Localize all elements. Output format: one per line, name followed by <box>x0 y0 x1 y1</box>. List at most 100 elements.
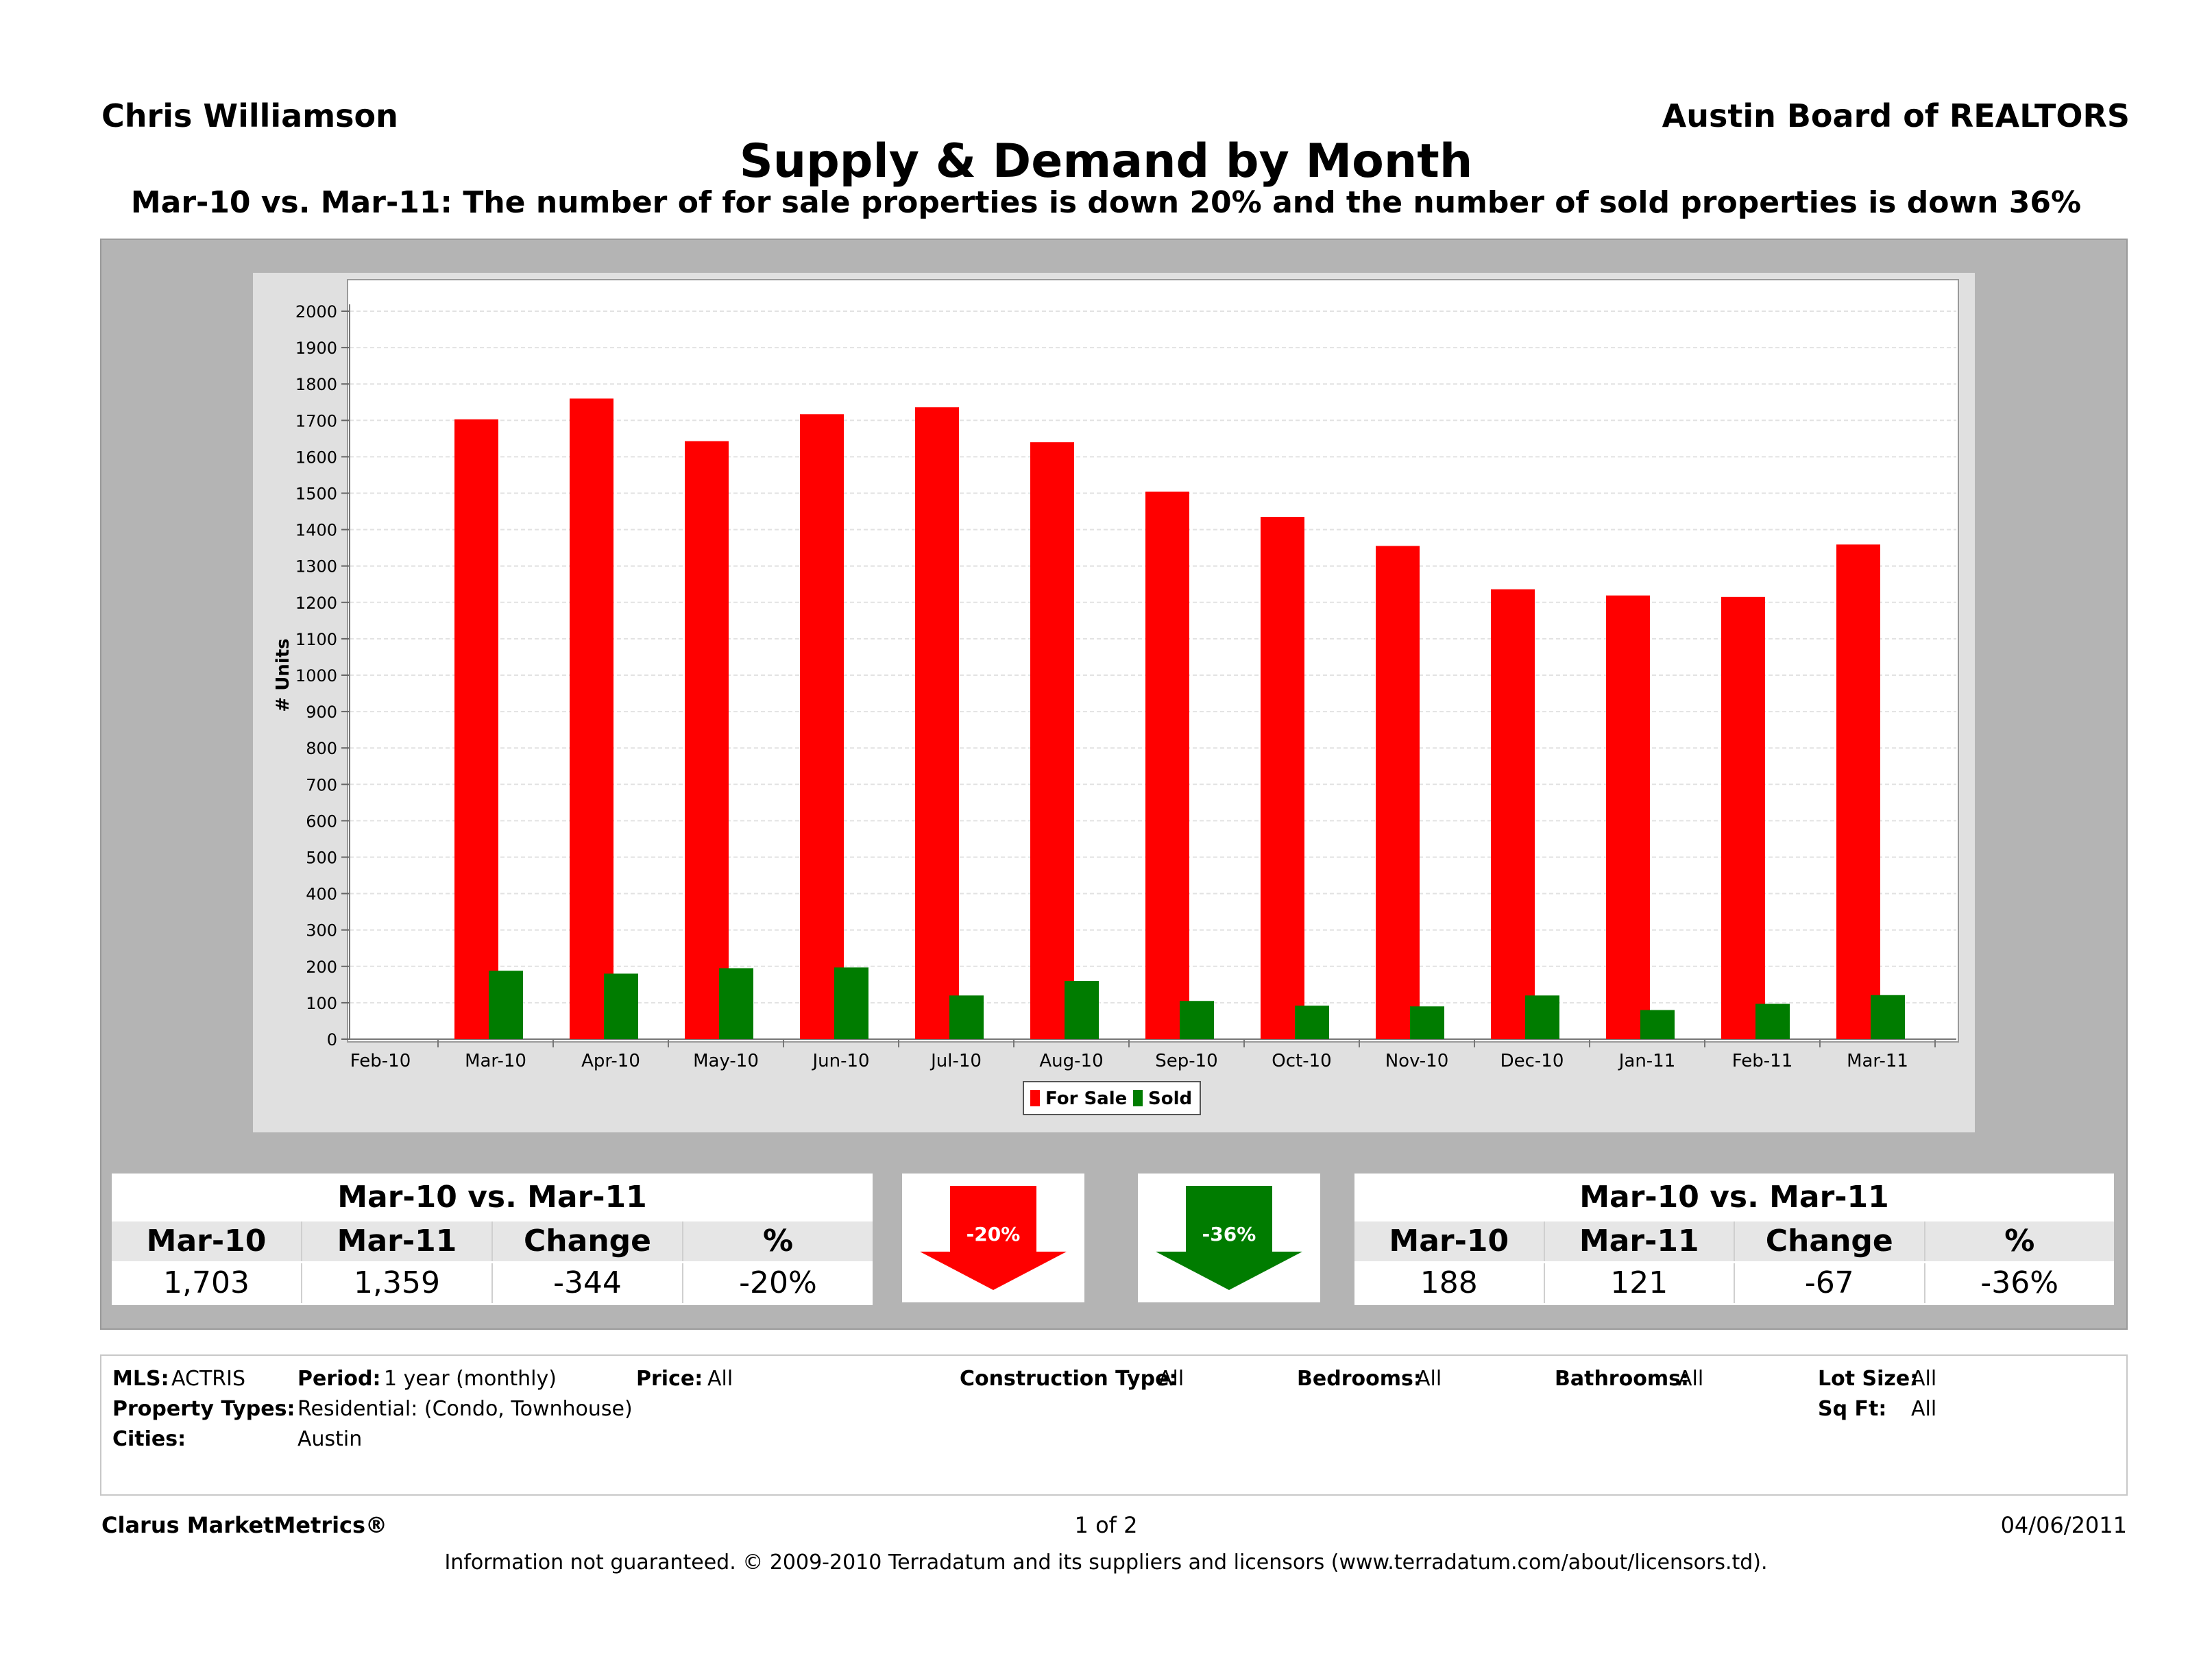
x-tick-label: Feb-11 <box>1732 1051 1793 1071</box>
y-tick-label: 700 <box>306 775 337 794</box>
value-cell: -36% <box>1923 1263 2115 1303</box>
for-sale-table: Mar-10 vs. Mar-11 Mar-10 Mar-11 Change %… <box>112 1174 873 1305</box>
bar-sold <box>1525 995 1559 1039</box>
agent-name: Chris Williamson <box>101 97 398 134</box>
property-types-label: Property Types: <box>112 1397 295 1421</box>
value-cell: 188 <box>1420 1265 1478 1300</box>
for-sale-table-title: Mar-10 vs. Mar-11 <box>337 1180 647 1215</box>
report-date: 04/06/2011 <box>2000 1512 2127 1538</box>
value-cell: 1,703 <box>163 1265 250 1300</box>
cities-label: Cities: <box>112 1427 186 1451</box>
y-tick-label: 900 <box>306 703 337 722</box>
x-tick-label: Jul-10 <box>929 1051 982 1071</box>
x-tick-label: Nov-10 <box>1385 1051 1449 1071</box>
bar-for-sale <box>1376 546 1420 1039</box>
x-tick-label: Feb-10 <box>350 1051 411 1071</box>
x-tick-label: Sep-10 <box>1155 1051 1217 1071</box>
x-tick-label: Oct-10 <box>1272 1051 1331 1071</box>
y-tick-label: 1400 <box>295 521 337 540</box>
bar-sold <box>1755 1004 1790 1039</box>
for-sale-change-label: -20% <box>967 1223 1021 1245</box>
legend-label-sold: Sold <box>1148 1089 1192 1109</box>
legend-swatch-sold <box>1133 1090 1143 1106</box>
period-label: Period: <box>297 1367 381 1391</box>
page-number: 1 of 2 <box>1074 1512 1138 1538</box>
bar-for-sale <box>1721 596 1765 1039</box>
value-cell: 121 <box>1543 1263 1734 1303</box>
header-cell: % <box>1923 1221 2115 1261</box>
bar-for-sale <box>915 407 959 1039</box>
sold-table-row: 188 121 -67 -36% <box>1354 1261 2114 1303</box>
bar-for-sale <box>1030 442 1074 1039</box>
bar-sold <box>1295 1006 1329 1039</box>
sold-table-title: Mar-10 vs. Mar-11 <box>1579 1180 1889 1215</box>
y-tick-label: 1200 <box>295 594 337 613</box>
x-tick-label: Dec-10 <box>1500 1051 1564 1071</box>
y-axis-label: # Units <box>273 638 293 712</box>
sold-change-box: -36% <box>1138 1174 1320 1302</box>
y-tick-label: 200 <box>306 958 337 977</box>
lot-size-value: All <box>1911 1367 1937 1391</box>
x-tick-label: Aug-10 <box>1039 1051 1103 1071</box>
bar-sold <box>834 967 868 1039</box>
construction-value: All <box>1158 1367 1184 1391</box>
bar-sold <box>949 995 984 1039</box>
bar-for-sale <box>1491 589 1535 1039</box>
bar-chart: 0 100 200 300 400 500 600 700 800 900 1000 1100 1200… <box>273 279 1959 1115</box>
y-tick-label: 100 <box>306 994 337 1013</box>
construction-label: Construction Type: <box>960 1367 1178 1391</box>
bar-sold <box>604 973 638 1039</box>
bar-for-sale <box>1261 517 1304 1039</box>
header-cell: % <box>682 1221 873 1261</box>
y-tick-label: 1000 <box>295 666 337 685</box>
y-tick-label: 1100 <box>295 630 337 649</box>
x-tick-label: May-10 <box>693 1051 759 1071</box>
property-types-value: Residential: (Condo, Townhouse) <box>297 1397 633 1421</box>
bar-sold <box>719 968 753 1039</box>
header-cell: Mar-11 <box>1543 1221 1734 1261</box>
bar-for-sale <box>1606 595 1650 1039</box>
bar-sold <box>1180 1001 1214 1039</box>
down-arrow-icon: -36% <box>1156 1186 1302 1290</box>
legend-swatch-for-sale <box>1030 1090 1040 1106</box>
price-label: Price: <box>636 1367 703 1391</box>
price-value: All <box>707 1367 733 1391</box>
bar-sold <box>1410 1006 1444 1039</box>
x-tick-label: Mar-11 <box>1847 1051 1908 1071</box>
bar-sold <box>489 971 523 1039</box>
x-tick-label: Mar-10 <box>465 1051 526 1071</box>
header-cell: Mar-10 <box>146 1224 267 1258</box>
period-value: 1 year (monthly) <box>384 1367 557 1391</box>
for-sale-change-box: -20% <box>902 1174 1084 1302</box>
y-tick-label: 2000 <box>295 302 337 321</box>
mls-label: MLS: <box>112 1367 169 1391</box>
page-title: Supply & Demand by Month <box>739 134 1473 189</box>
for-sale-table-header: Mar-10 Mar-11 Change % <box>112 1221 873 1261</box>
y-tick-label: 600 <box>306 812 337 831</box>
y-tick-label: 300 <box>306 921 337 940</box>
sold-table-header: Mar-10 Mar-11 Change % <box>1354 1221 2114 1261</box>
bar-for-sale <box>685 441 729 1039</box>
disclaimer: Information not guaranteed. © 2009-2010 … <box>444 1551 1768 1574</box>
bar-sold <box>1065 981 1099 1039</box>
bar-for-sale <box>800 414 844 1039</box>
header-cell: Change <box>491 1221 682 1261</box>
sold-table: Mar-10 vs. Mar-11 Mar-10 Mar-11 Change %… <box>1354 1174 2114 1305</box>
bar-for-sale <box>1836 544 1880 1039</box>
y-tick-label: 1900 <box>295 339 337 358</box>
for-sale-table-row: 1,703 1,359 -344 -20% <box>112 1261 873 1303</box>
brand-name: Clarus MarketMetrics® <box>101 1512 388 1538</box>
bathrooms-label: Bathrooms: <box>1555 1367 1689 1391</box>
y-tick-label: 0 <box>327 1030 337 1049</box>
value-cell: -67 <box>1734 1263 1924 1303</box>
x-tick-label: Apr-10 <box>581 1051 640 1071</box>
y-tick-label: 1500 <box>295 485 337 504</box>
sq-ft-value: All <box>1911 1397 1937 1421</box>
bar-sold <box>1871 995 1905 1039</box>
y-tick-label: 500 <box>306 849 337 868</box>
bedrooms-value: All <box>1416 1367 1442 1391</box>
y-tick-label: 400 <box>306 885 337 904</box>
bar-for-sale <box>1145 491 1189 1039</box>
chart-area: 0 100 200 300 400 500 600 700 800 900 1000 1100 1200… <box>253 273 1975 1132</box>
y-tick-label: 1600 <box>295 448 337 467</box>
